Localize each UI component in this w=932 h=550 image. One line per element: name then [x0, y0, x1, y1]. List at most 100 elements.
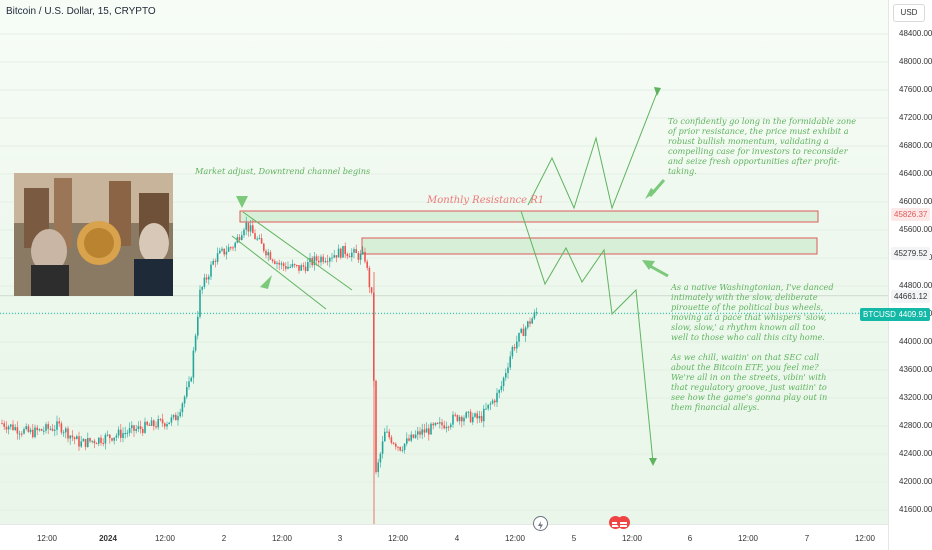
- candle-body: [98, 437, 100, 444]
- candle-body: [324, 261, 327, 263]
- lightning-icon[interactable]: [533, 516, 548, 531]
- candle-body: [293, 264, 296, 266]
- candle-body: [104, 434, 107, 444]
- candle-body: [533, 312, 536, 319]
- candle-body: [456, 415, 459, 422]
- price-axis[interactable]: 48400.00 48000.00 47600.00 47200.00 46800.00…: [888, 0, 932, 550]
- candle-body: [287, 266, 289, 269]
- article-photo: [14, 173, 173, 296]
- candle-body: [208, 276, 210, 280]
- candle-body: [238, 237, 241, 240]
- candle-body: [29, 429, 32, 432]
- candle-body: [54, 429, 56, 431]
- candle-body: [500, 386, 503, 390]
- candle-body: [302, 265, 305, 267]
- candle-body: [5, 426, 8, 430]
- candle-body: [192, 350, 195, 378]
- candle-body: [465, 412, 467, 418]
- arrow-icon: [642, 260, 655, 270]
- candle-body: [340, 248, 342, 258]
- candle-body: [111, 438, 113, 441]
- price-axis-label: 48400.00: [899, 29, 932, 38]
- price-axis-label: 42400.00: [899, 449, 932, 458]
- candle-body: [289, 266, 291, 268]
- candle-body: [315, 256, 318, 261]
- candle-body: [502, 377, 505, 387]
- candle-body: [439, 422, 441, 424]
- candle-body: [247, 222, 250, 232]
- price-tag-last: 44409.91: [891, 308, 931, 321]
- candle-body: [412, 434, 415, 438]
- candle-body: [260, 238, 263, 244]
- candle-body: [320, 256, 322, 263]
- candle-body: [469, 411, 472, 423]
- candle-body: [32, 429, 34, 438]
- candle-body: [375, 380, 377, 473]
- candle-body: [3, 423, 5, 427]
- candle-body: [69, 435, 71, 439]
- candle-body: [58, 421, 60, 424]
- candle-body: [120, 429, 122, 438]
- price-axis-label: 48000.00: [899, 57, 932, 66]
- candle-body: [430, 423, 432, 435]
- candle-body: [168, 422, 170, 425]
- flag-icon-2[interactable]: [617, 516, 630, 529]
- candle-body: [142, 429, 144, 433]
- candle-body: [76, 436, 78, 440]
- resistance-zone-high: [239, 210, 819, 223]
- candle-body: [82, 439, 85, 442]
- candle-body: [282, 263, 285, 267]
- candle-body: [221, 248, 223, 251]
- candle-body: [278, 262, 280, 265]
- candle-body: [335, 255, 338, 258]
- candle-body: [181, 403, 184, 413]
- currency-button[interactable]: USD: [893, 4, 925, 22]
- candle-body: [346, 254, 349, 257]
- time-axis-label: 12:00: [854, 534, 876, 543]
- candle-body: [263, 243, 265, 251]
- price-axis-label: 46800.00: [899, 141, 932, 150]
- candle-body: [381, 441, 384, 454]
- candle-body: [498, 389, 500, 393]
- candle-body: [423, 429, 426, 433]
- candle-body: [386, 431, 388, 433]
- candle-body: [225, 251, 228, 255]
- candle-body: [18, 433, 21, 435]
- candle-body: [326, 261, 329, 263]
- chart-title: Bitcoin / U.S. Dollar, 15, CRYPTO: [6, 6, 156, 17]
- candle-body: [95, 443, 98, 445]
- time-axis[interactable]: 12:00 2024 12:00 2 12:00 3 12:00 4 12:00 5 12:00 6 1…: [0, 524, 888, 550]
- candle-body: [49, 428, 52, 430]
- candle-body: [463, 417, 465, 422]
- candle-body: [241, 235, 243, 240]
- candle-body: [223, 248, 225, 255]
- candle-body: [258, 238, 261, 240]
- candle-body: [285, 266, 287, 269]
- candle-body: [148, 424, 151, 426]
- candle-body: [461, 416, 463, 422]
- candle-body: [1, 423, 3, 425]
- candle-body: [109, 434, 111, 439]
- candle-body: [188, 381, 190, 388]
- candle-body: [161, 419, 164, 424]
- candle-body: [170, 417, 173, 423]
- price-axis-label: 42800.00: [899, 421, 932, 430]
- candle-body: [388, 431, 390, 438]
- candle-body: [472, 416, 474, 423]
- time-axis-label: 2: [221, 534, 227, 543]
- candle-body: [150, 420, 153, 426]
- arrow-down-icon: [236, 196, 248, 208]
- candle-body: [102, 442, 104, 444]
- candle-body: [227, 247, 230, 252]
- candle-body: [164, 423, 166, 427]
- candle-body: [322, 256, 324, 262]
- candle-body: [230, 247, 232, 249]
- candle-body: [177, 416, 179, 421]
- arrow-icon: [645, 188, 656, 199]
- candle-body: [304, 266, 307, 271]
- candle-body: [298, 265, 300, 271]
- candle-body: [364, 251, 366, 262]
- candle-body: [505, 373, 507, 378]
- candle-body: [421, 429, 423, 435]
